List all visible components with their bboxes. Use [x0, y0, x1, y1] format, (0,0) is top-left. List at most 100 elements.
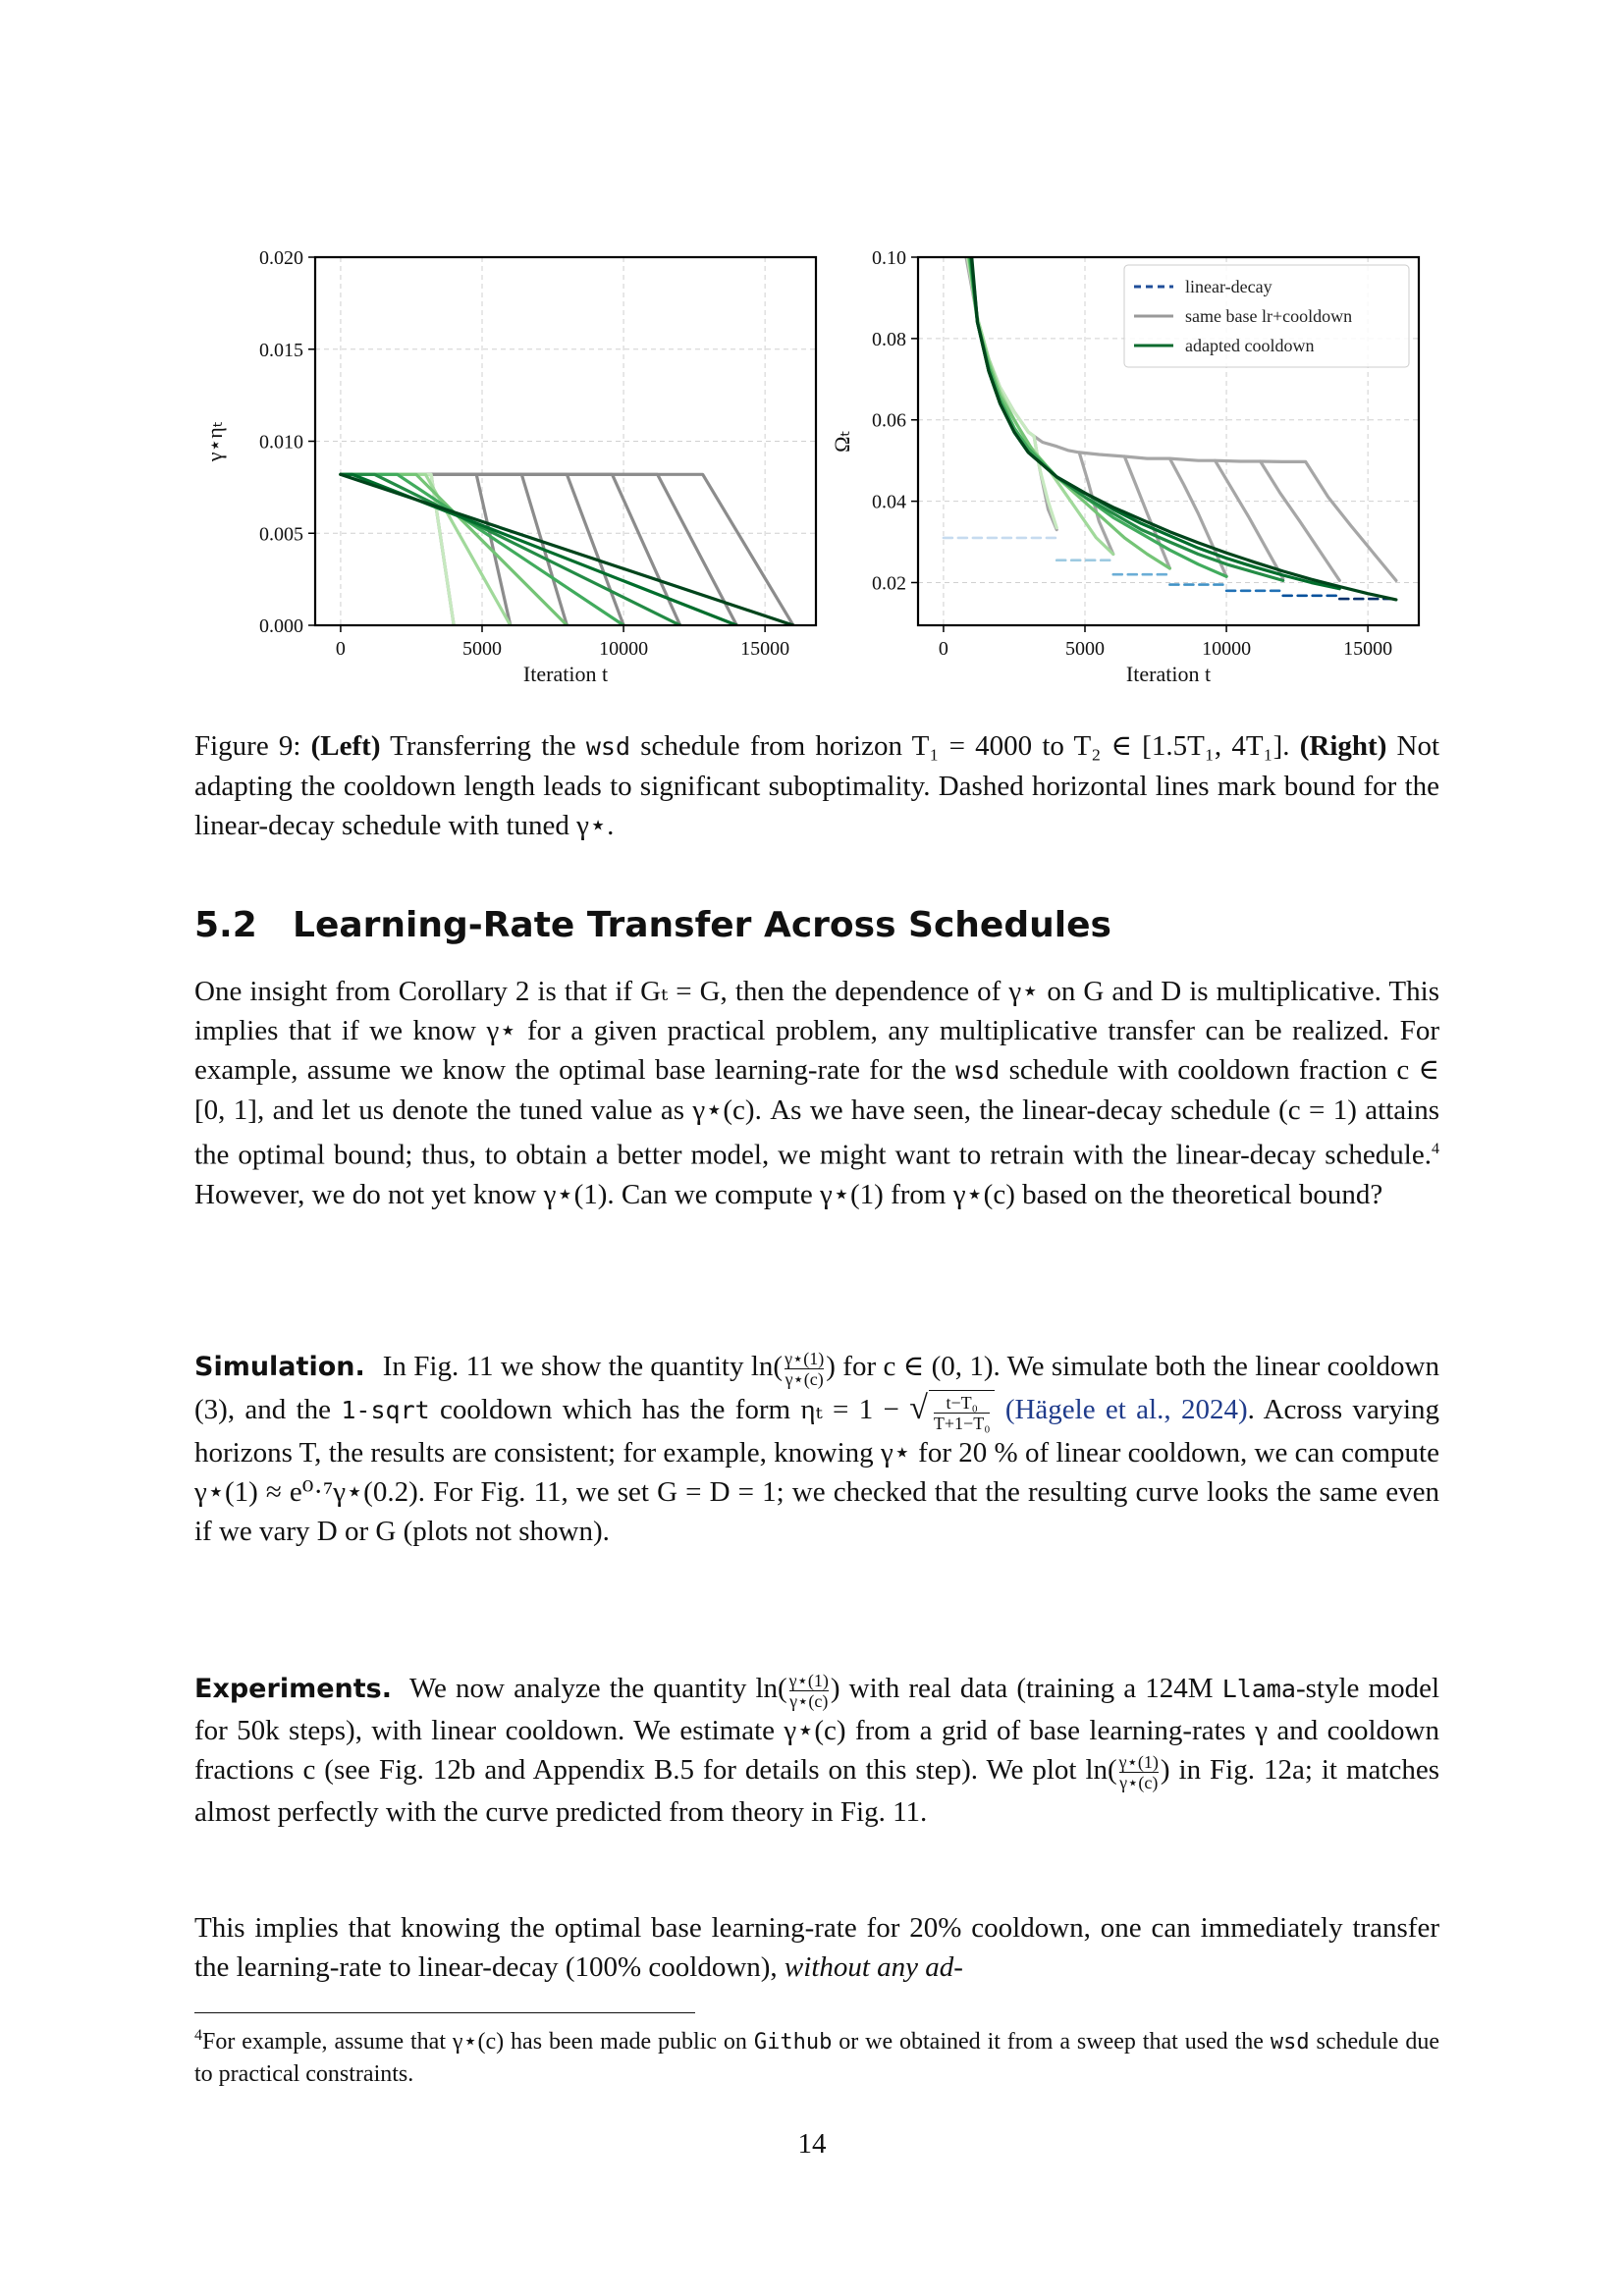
sqrt-body: t−T₀ T+1−T₀ [928, 1390, 996, 1434]
footnote-number: 4 [194, 2027, 202, 2044]
runin-experiments: Experiments. [194, 1674, 392, 1704]
page-number: 14 [797, 2128, 827, 2160]
figure-caption: Figure 9: (Left) Transferring the wsd sc… [194, 726, 1439, 845]
left-xtick-label: 5000 [462, 638, 502, 660]
fraction: γ⋆(1) γ⋆(c) [1118, 1751, 1159, 1792]
left-ytick-label: 0.015 [259, 340, 303, 361]
section-heading: 5.2 Learning-Rate Transfer Across Schedul… [194, 905, 1111, 945]
caption-left-tag: (Left) [310, 730, 381, 762]
right-legend: linear-decay same base lr+cooldown adapted… [1123, 264, 1410, 368]
runin-simulation: Simulation. [194, 1352, 365, 1382]
right-series-line [1213, 458, 1341, 582]
left-series [339, 472, 795, 625]
right-series-line [1122, 454, 1228, 578]
right-series-line [964, 257, 1058, 532]
caption-left-text-2: schedule from horizon T₁ = 4000 to T₂ ∈ … [640, 730, 1290, 762]
left-xtick-label: 15000 [740, 638, 789, 660]
fraction-numerator: γ⋆(1) [785, 1348, 825, 1368]
legend-label: linear-decay [1185, 277, 1272, 296]
right-xtick-label: 10000 [1202, 638, 1251, 660]
code-1-sqrt: 1-sqrt [341, 1395, 430, 1424]
footnote-text-1: For example, assume that γ⋆(c) has been … [202, 2029, 747, 2055]
right-ytick-label: 0.06 [872, 410, 906, 432]
fraction: γ⋆(1) γ⋆(c) [785, 1348, 825, 1389]
right-series [942, 257, 1398, 602]
code-llama: Llama [1221, 1675, 1296, 1703]
paragraph-intro: One insight from Corollary 2 is that if … [194, 972, 1439, 1214]
footnote-text-2: or we obtained it from a sweep that used… [839, 2029, 1264, 2055]
sqrt-numerator: t−T₀ [946, 1393, 978, 1414]
fraction-denominator: γ⋆(c) [785, 1367, 825, 1389]
left-series-line [339, 472, 738, 625]
left-xtick-label: 10000 [599, 638, 648, 660]
paragraph-intro-text: One insight from Corollary 2 is that if … [194, 976, 1439, 1086]
right-xtick-label: 5000 [1065, 638, 1105, 660]
simulation-text-1: In Fig. 11 we show the quantity ln( [382, 1351, 784, 1382]
left-series-line [339, 472, 795, 625]
caption-left-text: Transferring the [390, 730, 576, 762]
sqrt-sign: √ [909, 1389, 928, 1426]
footnote-text-3: schedule due to practical constraints. [194, 2029, 1440, 2087]
right-series-line [1167, 456, 1285, 580]
citation-link[interactable]: (Hägele et al., 2024) [1004, 1393, 1248, 1425]
footnote: 4For example, assume that γ⋆(c) has been… [194, 2020, 1439, 2090]
right-ytick-label: 0.10 [872, 247, 906, 269]
code-github: Github [753, 2030, 833, 2055]
experiments-text-2: ) with real data (training a 124M [830, 1673, 1214, 1704]
conclusion-text: This implies that knowing the optimal ba… [194, 1912, 1439, 1983]
conclusion-italic: without any ad- [784, 1951, 963, 1983]
sqrt-fraction: t−T₀ T+1−T₀ [933, 1393, 991, 1434]
left-series-line [339, 472, 568, 625]
left-ytick-label: 0.010 [259, 432, 303, 454]
left-series-line [339, 472, 568, 625]
caption-right-tag: (Right) [1299, 730, 1387, 762]
legend-box [1123, 264, 1410, 368]
right-frame [916, 255, 1421, 627]
section-title: Learning-Rate Transfer Across Schedules [293, 905, 1111, 945]
experiments-text-4: ) in Fig. 12a; it matches almost perfect… [194, 1753, 1439, 1828]
right-series-line [965, 257, 1058, 530]
experiments-text-1: We now analyze the quantity ln( [408, 1673, 787, 1704]
left-series-line [339, 472, 795, 625]
left-ytick-label: 0.020 [259, 247, 303, 269]
simulation-text-4: . Across varying horizons T, the results… [194, 1393, 1440, 1548]
footnote-rule [194, 2012, 695, 2013]
fraction-numerator: γ⋆(1) [1118, 1751, 1159, 1772]
right-xtick-label: 0 [939, 638, 948, 660]
paragraph-intro-text-2: schedule with cooldown fraction c ∈ [0, … [194, 1054, 1440, 1171]
left-ylabel: γ⋆ηₜ [202, 421, 227, 463]
right-series-line [970, 257, 1398, 602]
right-ytick-label: 0.02 [872, 572, 906, 594]
left-panel: 0 5000 10000 15000 0.000 0.005 0.010 0.015 0.020… [202, 247, 818, 686]
fraction: γ⋆(1) γ⋆(c) [788, 1670, 829, 1711]
right-xlabel: Iteration t [1126, 662, 1211, 686]
sqrt-denominator: T+1−T₀ [933, 1413, 991, 1434]
paragraph-simulation: Simulation. In Fig. 11 we show the quanti… [194, 1347, 1439, 1551]
right-xtick-label: 15000 [1343, 638, 1392, 660]
paragraph-conclusion: This implies that knowing the optimal ba… [194, 1908, 1439, 1987]
caption-right-text: Not adapting the cooldown length leads t… [194, 730, 1440, 841]
right-ylabel: Ωₜ [830, 430, 854, 453]
paragraph-intro-text-3: However, we do not yet know γ⋆(1). Can w… [194, 1178, 1383, 1210]
figure-9: 0 5000 10000 15000 0.000 0.005 0.010 0.015 0.020… [187, 240, 1443, 702]
code-wsd-footnote: wsd [1270, 2030, 1310, 2055]
fraction-denominator: γ⋆(c) [788, 1689, 829, 1711]
left-ytick-label: 0.005 [259, 523, 303, 545]
footnote-mark[interactable]: 4 [1432, 1141, 1439, 1157]
fraction-numerator: γ⋆(1) [788, 1670, 829, 1690]
code-wsd: wsd [955, 1056, 1001, 1085]
section-number: 5.2 [194, 905, 257, 945]
left-ytick-label: 0.000 [259, 615, 303, 637]
experiments-text-3: -style model for 50k steps), with linear… [194, 1673, 1439, 1786]
caption-code-wsd: wsd [585, 732, 630, 761]
right-ytick-label: 0.04 [872, 492, 906, 513]
legend-label: same base lr+cooldown [1185, 306, 1352, 326]
right-series-line [1258, 459, 1398, 582]
left-series-line [339, 472, 513, 625]
fraction-denominator: γ⋆(c) [1118, 1771, 1159, 1792]
left-series-line [339, 472, 513, 625]
simulation-text-2: ) for c ∈ (0, 1). We simulate both the l… [194, 1351, 1439, 1425]
left-xlabel: Iteration t [523, 662, 608, 686]
legend-label: adapted cooldown [1185, 336, 1314, 355]
figure-svg: 0 5000 10000 150000.0000.0050.0100.0150.020… [202, 247, 1421, 686]
